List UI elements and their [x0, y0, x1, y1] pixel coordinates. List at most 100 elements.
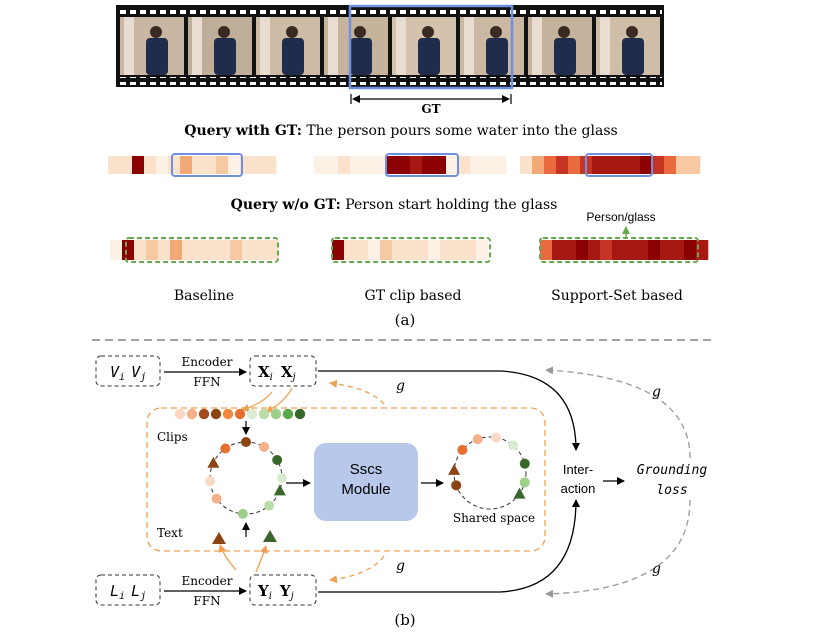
person-body-icon — [214, 38, 236, 75]
heatmap-cell — [464, 240, 477, 260]
heatmap-cell — [604, 156, 617, 174]
gt-frame-box — [348, 4, 514, 90]
heatmap-cell — [616, 156, 629, 174]
heatmap-gt-clip-gt — [314, 156, 507, 174]
person-head-icon — [286, 26, 298, 38]
loss-label-line1: Grounding — [637, 463, 708, 478]
person-head-icon — [422, 26, 434, 38]
heatmap-cell — [588, 240, 601, 260]
heatmap-cell — [252, 156, 265, 174]
clip-dot — [264, 500, 275, 511]
shared-space-label: Shared space — [453, 511, 535, 525]
heatmap-cell — [446, 156, 459, 174]
heatmap-cell — [218, 240, 231, 260]
video-input-box: Vi Vj — [95, 355, 161, 387]
clip-dot — [174, 408, 186, 420]
heatmap-cell — [660, 240, 673, 260]
heatmap-cell — [230, 240, 243, 260]
clip-dot — [246, 408, 258, 420]
heatmap-cell — [600, 240, 613, 260]
frame-door — [464, 17, 474, 75]
heatmap-cell — [206, 240, 219, 260]
person-body-icon — [554, 38, 576, 75]
person-body-icon — [486, 38, 508, 75]
sscs-module — [314, 443, 418, 521]
clip-dot — [237, 508, 248, 519]
heatmap-cell — [568, 156, 581, 174]
method-label-support-set: Support-Set based — [551, 288, 683, 304]
heatmap-cell — [576, 240, 589, 260]
person-head-icon — [150, 26, 162, 38]
module-label-line2: Module — [341, 481, 390, 498]
heatmap-cell — [110, 240, 123, 260]
heatmap-cell — [640, 156, 653, 174]
heatmap-cell — [540, 240, 553, 260]
g-arrow-to-x — [329, 379, 385, 405]
heatmap-cell — [564, 240, 577, 260]
heatmap-cell — [266, 240, 279, 260]
clip-dot — [198, 408, 210, 420]
heatmap-cell — [122, 240, 135, 260]
text-input-box: Li Lj — [95, 574, 161, 606]
query-with-gt-text: The person pours some water into the gla… — [302, 123, 618, 139]
shared-ring-items — [448, 432, 530, 499]
query-box-gt-clip — [331, 237, 491, 263]
heatmap-cell — [552, 240, 565, 260]
heatmap-cell — [672, 240, 685, 260]
heatmap-cell — [344, 240, 357, 260]
g-arrow-to-y — [329, 555, 385, 584]
heatmap-cell — [158, 240, 171, 260]
heatmap-baseline-nogt — [110, 240, 279, 260]
arrow-x-to-interaction — [318, 370, 580, 451]
query-without-gt-text: Person start holding the glass — [341, 197, 558, 213]
heatmap-cell — [132, 156, 145, 174]
heatmap-support-set-nogt — [540, 240, 709, 260]
orange-arrow-to-container-2 — [255, 545, 268, 573]
heatmap-baseline-gt — [108, 156, 277, 174]
person-head-icon — [558, 26, 570, 38]
g-label-top-outer: g — [652, 384, 661, 400]
heatmap-cell — [404, 240, 417, 260]
clip-dot — [210, 408, 222, 420]
heatmap-cell — [628, 156, 641, 174]
heatmaps-without-gt — [110, 237, 709, 263]
heatmap-cell — [108, 156, 121, 174]
video-frame — [120, 17, 184, 75]
heatmap-cell — [652, 156, 665, 174]
method-label-gt-clip: GT clip based — [365, 288, 462, 304]
query-without-gt: Query w/o GT: Person start holding the g… — [231, 197, 558, 213]
heatmap-cell — [636, 240, 649, 260]
frame-door — [124, 17, 134, 75]
heatmap-cell — [362, 156, 375, 174]
query-box-baseline — [125, 237, 279, 263]
clip-dot — [220, 443, 231, 454]
heatmap-cell — [374, 156, 387, 174]
left-ring-items — [205, 437, 287, 519]
query-without-gt-bold: Query w/o GT: — [231, 197, 341, 213]
ffn-label-bottom: FFN — [193, 594, 220, 608]
heatmap-cell — [476, 240, 489, 260]
video-frame — [528, 17, 592, 75]
heatmap-cell — [676, 156, 689, 174]
person-body-icon — [282, 38, 304, 75]
heatmap-cell — [556, 156, 569, 174]
heatmap-cell — [684, 240, 697, 260]
caption-b: (b) — [394, 611, 415, 629]
heatmap-cell — [624, 240, 637, 260]
heatmap-cell — [368, 240, 381, 260]
text-triangle — [513, 487, 526, 499]
heatmap-cell — [240, 156, 253, 174]
orange-arrow-to-container — [218, 544, 237, 571]
heatmap-cell — [392, 240, 405, 260]
heatmap-cell — [688, 156, 701, 174]
heatmap-support-set-gt — [520, 156, 701, 174]
g-label-bottom-inner: g — [396, 558, 405, 574]
clips-label: Clips — [157, 430, 188, 444]
heatmap-cell — [416, 240, 429, 260]
orange-arrow-from-x — [265, 387, 293, 413]
heatmap-cell — [532, 156, 545, 174]
heatmap-cell — [452, 240, 465, 260]
text-label: Text — [157, 526, 183, 540]
heatmap-cell — [428, 240, 441, 260]
